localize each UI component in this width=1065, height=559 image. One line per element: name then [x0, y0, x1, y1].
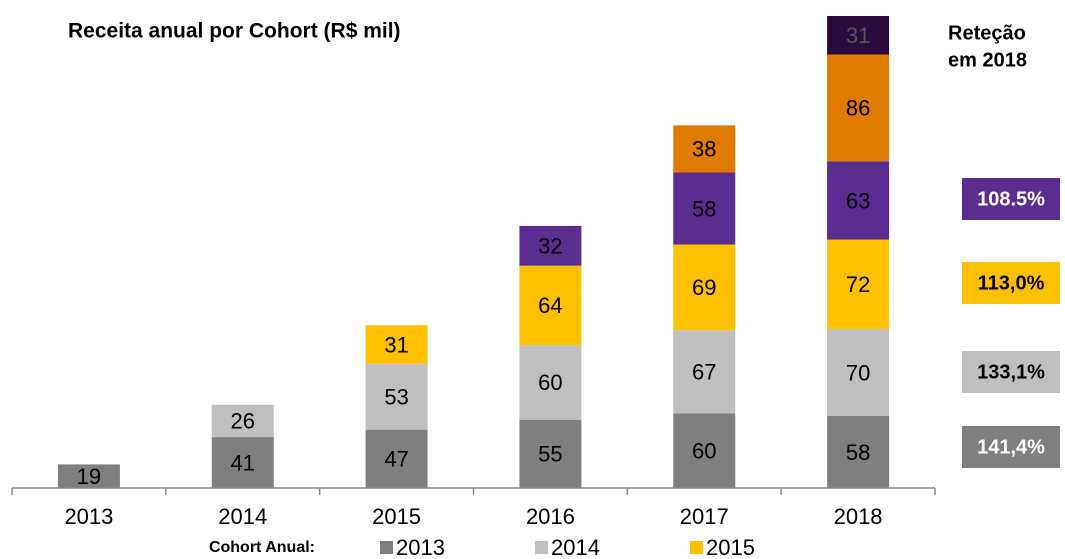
- data-label: 72: [846, 272, 870, 297]
- x-tick-label: 2013: [64, 504, 113, 529]
- legend-swatch: [690, 541, 703, 554]
- bar-segment: [827, 415, 890, 488]
- data-label: 69: [692, 275, 716, 300]
- legend-swatch: [380, 541, 393, 554]
- x-tick-label: 2016: [526, 504, 575, 529]
- data-label: 31: [846, 23, 870, 48]
- bar-segment: [365, 363, 428, 430]
- data-label: 64: [538, 293, 562, 318]
- retention-title: Reteção: [948, 22, 1026, 44]
- bar-segment: [211, 404, 274, 438]
- bar-segment: [673, 244, 736, 331]
- bar-segment: [365, 429, 428, 488]
- data-label: 60: [538, 370, 562, 395]
- retention-box: [962, 262, 1060, 304]
- bar-segment: [827, 329, 890, 416]
- data-label: 38: [692, 137, 716, 162]
- bar-segment: [519, 265, 582, 346]
- retention-label: 133,1%: [977, 361, 1045, 383]
- data-label: 19: [77, 464, 101, 489]
- bar-segment: [673, 125, 736, 173]
- data-label: 31: [384, 332, 408, 357]
- retention-label: 108.5%: [977, 188, 1045, 210]
- bar-segment: [673, 413, 736, 488]
- retention-box: [962, 426, 1060, 468]
- legend-swatch: [535, 541, 548, 554]
- retention-label: 141,4%: [977, 436, 1045, 458]
- data-label: 67: [692, 360, 716, 385]
- data-label: 32: [538, 234, 562, 259]
- bar-segment: [519, 345, 582, 420]
- data-label: 63: [846, 188, 870, 213]
- data-label: 47: [384, 447, 408, 472]
- data-label: 70: [846, 360, 870, 385]
- data-label: 26: [231, 409, 255, 434]
- legend-label: 2013: [396, 535, 445, 559]
- retention-box: [962, 351, 1060, 393]
- x-tick-label: 2014: [218, 504, 267, 529]
- retention-label: 113,0%: [978, 272, 1045, 294]
- bar-segment: [365, 325, 428, 364]
- retention-title: em 2018: [948, 49, 1027, 71]
- data-label: 60: [692, 439, 716, 464]
- bar-segment: [827, 16, 890, 55]
- bar-segment: [673, 172, 736, 245]
- retention-box: [962, 178, 1060, 220]
- legend-label: 2015: [706, 535, 755, 559]
- bar-segment: [827, 54, 890, 162]
- bar-segment: [519, 419, 582, 488]
- bar-segment: [827, 239, 890, 330]
- data-label: 55: [538, 442, 562, 467]
- data-label: 58: [692, 196, 716, 221]
- bar-segment: [519, 225, 582, 266]
- bar-segment: [57, 464, 120, 488]
- legend-label: 2014: [551, 535, 600, 559]
- chart-title: Receita anual por Cohort (R$ mil): [68, 20, 401, 43]
- data-label: 58: [846, 440, 870, 465]
- bar-segment: [827, 161, 890, 240]
- x-tick-label: 2017: [680, 504, 729, 529]
- legend-title: Cohort Anual:: [209, 539, 315, 556]
- bar-segment: [673, 330, 736, 414]
- data-label: 86: [846, 96, 870, 121]
- x-tick-label: 2015: [372, 504, 421, 529]
- data-label: 53: [384, 385, 408, 410]
- bar-segment: [211, 437, 274, 488]
- data-label: 41: [231, 450, 255, 475]
- x-tick-label: 2018: [834, 504, 883, 529]
